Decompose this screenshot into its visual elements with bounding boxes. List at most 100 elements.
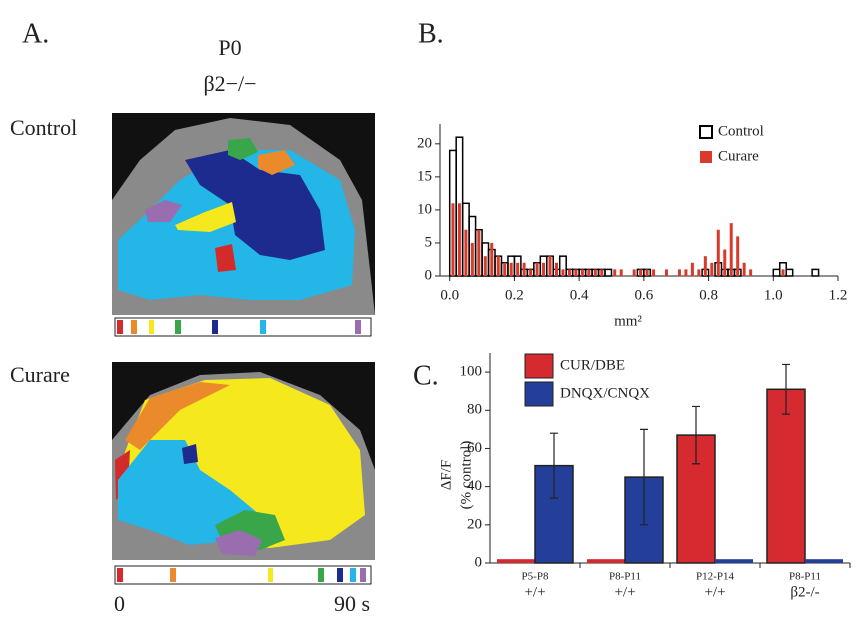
legend-label: Control	[718, 123, 764, 139]
histogram-bar	[470, 242, 474, 276]
error-bar	[782, 363, 790, 415]
error-bar	[640, 428, 648, 526]
histogram-bar	[703, 256, 707, 276]
histogram-bar	[749, 269, 753, 276]
x-tick-label: 0.4	[570, 287, 589, 303]
x-tick-label: 1.2	[829, 287, 848, 303]
panel-label: A.	[22, 18, 49, 49]
histogram-bar	[632, 269, 636, 276]
histogram-bar	[587, 269, 591, 276]
y-tick-label: 80	[467, 402, 482, 418]
bar	[766, 388, 806, 564]
histogram-bar	[477, 229, 481, 276]
histogram-bar	[677, 269, 681, 276]
x-tick-sublabel: +/+	[524, 584, 545, 600]
scale-end: 90 s	[334, 591, 370, 616]
x-tick-label: 0.0	[440, 287, 459, 303]
histogram-bar	[619, 269, 623, 276]
y-tick-label: 60	[467, 440, 482, 456]
histogram-bar	[723, 249, 727, 276]
legend-swatch	[524, 381, 554, 407]
y-tick-label: 40	[467, 478, 482, 494]
curare-colorbar	[114, 565, 372, 585]
histogram-bar	[772, 268, 781, 277]
histogram-bar	[781, 269, 785, 276]
histogram-bar	[690, 262, 694, 276]
histogram-bar	[604, 268, 613, 277]
x-tick-label: 1.0	[764, 287, 783, 303]
histogram-bar	[535, 262, 539, 276]
x-axis-label: mm²	[614, 313, 642, 329]
histogram-bar	[574, 269, 578, 276]
y-tick-label: 15	[417, 168, 432, 184]
legend-swatch	[524, 353, 554, 379]
bar	[587, 559, 625, 563]
legend-label: CUR/DBE	[560, 357, 625, 373]
y-tick-label: 10	[417, 201, 432, 217]
x-tick-label: P5-P8	[522, 571, 549, 583]
histogram-bar	[697, 269, 701, 276]
histogram-bar	[593, 269, 597, 276]
y-axis-sublabel: (% control)	[458, 441, 474, 510]
y-tick-label: 5	[425, 234, 433, 250]
histogram-bar	[716, 229, 720, 276]
control-label: Control	[10, 115, 77, 140]
histogram-bar	[496, 256, 500, 276]
x-tick-sublabel: +/+	[704, 584, 725, 600]
histogram-bar	[554, 262, 558, 276]
x-tick-label: P8-P11	[789, 571, 821, 583]
y-tick-label: 20	[467, 516, 482, 532]
histogram-bar	[522, 262, 526, 276]
error-bar	[550, 432, 558, 499]
histogram-bar	[684, 269, 688, 276]
histogram-bar	[548, 256, 552, 276]
y-tick-label: 0	[425, 267, 433, 283]
y-tick-label: 0	[475, 554, 483, 570]
histogram-bar	[639, 269, 643, 276]
bar	[497, 559, 535, 563]
histogram-bar	[457, 203, 461, 276]
y-axis-label: ΔF/F	[438, 460, 454, 491]
histogram-bar	[516, 262, 520, 276]
histogram-bar	[567, 269, 571, 276]
histogram-bar	[451, 203, 455, 276]
histogram-bar	[710, 262, 714, 276]
histogram-bar	[503, 262, 507, 276]
histogram-bar	[483, 256, 487, 276]
histogram-bar	[652, 269, 656, 276]
histogram-bar	[529, 269, 533, 276]
histogram-bar	[811, 268, 820, 277]
histogram-bar	[613, 269, 617, 276]
genotype-label: β2−/−	[203, 71, 256, 96]
curare-image	[112, 362, 375, 560]
histogram-bar	[665, 269, 669, 276]
legend-swatch	[700, 151, 712, 163]
legend-label: DNQX/CNQX	[560, 385, 650, 401]
scale-start: 0	[114, 591, 125, 616]
panel-label: B.	[418, 18, 444, 49]
histogram-bar	[645, 269, 649, 276]
histogram-bar	[580, 269, 584, 276]
x-tick-sublabel: +/+	[614, 584, 635, 600]
histogram-bar	[464, 229, 468, 276]
control-colorbar	[114, 317, 372, 337]
histogram-bar	[509, 262, 513, 276]
legend-swatch	[699, 125, 713, 139]
histogram-bar	[561, 269, 565, 276]
error-bar	[692, 405, 700, 465]
y-tick-label: 20	[417, 135, 432, 151]
x-tick-label: 0.6	[634, 287, 653, 303]
x-tick-label: P8-P11	[609, 571, 641, 583]
legend-label: Curare	[718, 148, 759, 164]
bar	[715, 559, 753, 563]
histogram-bar	[542, 262, 546, 276]
x-tick-label: P12-P14	[696, 571, 734, 583]
curare-label: Curare	[10, 362, 70, 387]
x-tick-label: 0.8	[699, 287, 718, 303]
panel-label: C.	[413, 360, 439, 391]
control-image	[112, 113, 375, 315]
histogram-bar	[729, 223, 733, 276]
histogram-bar	[736, 236, 740, 276]
x-tick-label: 0.2	[505, 287, 524, 303]
